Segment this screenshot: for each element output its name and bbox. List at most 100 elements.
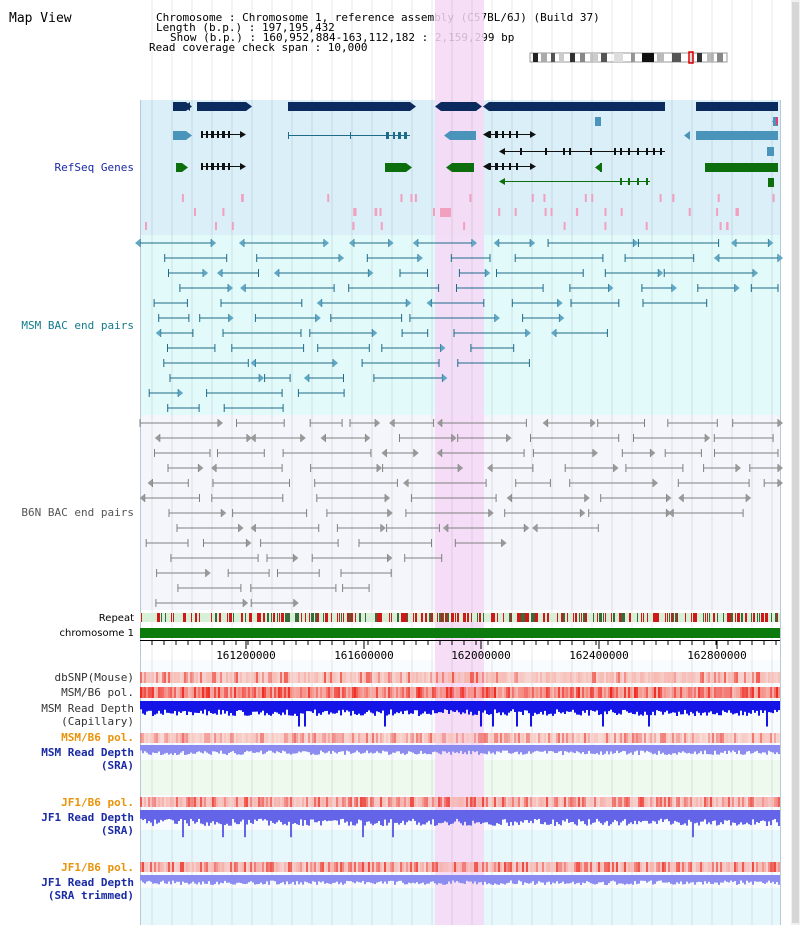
depth-bar [420, 701, 422, 715]
depth-bar [738, 810, 740, 825]
chromosome-ideogram[interactable] [529, 51, 728, 64]
gene-model-exon [398, 132, 401, 139]
heatmap-cell [512, 733, 514, 743]
heatmap-cell [308, 862, 310, 872]
heatmap-cell [576, 797, 578, 807]
depth-bar [312, 810, 314, 820]
heatmap-cell [224, 687, 226, 698]
depth-bar [182, 810, 184, 838]
depth-bar [400, 745, 402, 754]
heatmap-cell [606, 733, 608, 743]
depth-bar [222, 875, 224, 884]
heatmap-cell [296, 672, 298, 683]
highlight-region[interactable] [435, 0, 484, 925]
heatmap-cell [752, 862, 754, 872]
heatmap-cell [628, 733, 630, 743]
heatmap-cell [610, 797, 612, 807]
depth-bar [194, 745, 196, 754]
vertical-scrollbar[interactable] [791, 0, 800, 925]
msm-bac-pair-arrow [417, 254, 423, 262]
heatmap-cell [722, 862, 724, 872]
heatmap-cell [206, 797, 208, 807]
heatmap-cell [390, 862, 392, 872]
heatmap-cell [580, 733, 582, 743]
depth-bar [348, 745, 350, 752]
heatmap-cell [204, 672, 206, 683]
heatmap-cell [770, 733, 772, 743]
heatmap-cell [344, 687, 346, 698]
heatmap-cell [420, 862, 422, 872]
track-label-msm-b6-pol: MSM/B6 pol. [61, 686, 134, 699]
depth-bar [312, 745, 314, 754]
heatmap-cell [386, 687, 388, 698]
depth-bar [644, 745, 646, 753]
msm-bac-pair-arrow [734, 284, 740, 292]
depth-bar [290, 745, 292, 755]
heatmap-cell [368, 672, 370, 683]
depth-bar [616, 701, 618, 715]
heatmap-cell [230, 733, 232, 743]
heatmap-cell [668, 797, 670, 807]
msm-bac-pair-arrow [333, 359, 339, 367]
heatmap-cell [544, 797, 546, 807]
msm-bac-pairs-track[interactable] [135, 239, 783, 412]
heatmap-cell [604, 733, 606, 743]
heatmap-cell [258, 672, 260, 683]
depth-bar [760, 701, 762, 711]
depth-bar [488, 745, 490, 752]
heatmap-cell [458, 733, 460, 743]
heatmap-cell [592, 687, 594, 698]
track-label-refseq[interactable]: RefSeq Genes [55, 161, 134, 174]
heatmap-cell [754, 797, 756, 807]
heatmap-cell [522, 687, 524, 698]
depth-bar [614, 810, 616, 820]
gene-model-exon [620, 178, 622, 185]
heatmap-cell [300, 687, 302, 698]
heatmap-cell [748, 797, 750, 807]
heatmap-cell [356, 797, 358, 807]
heatmap-cell [498, 797, 500, 807]
heatmap-cell [186, 687, 188, 698]
depth-bar [546, 745, 548, 754]
heatmap-cell [334, 733, 336, 743]
depth-bar [724, 810, 726, 821]
heatmap-cell [476, 687, 478, 698]
heatmap-cell [704, 687, 706, 698]
heatmap-cell [490, 862, 492, 872]
heatmap-cell [352, 862, 354, 872]
heatmap-cell [290, 733, 292, 743]
heatmap-cell [746, 862, 748, 872]
depth-bar [242, 810, 244, 820]
b6n-bac-pair-arrow [218, 419, 223, 427]
heatmap-cell [288, 797, 290, 807]
heatmap-cell [610, 862, 612, 872]
depth-bar [676, 875, 678, 883]
depth-bar [222, 745, 224, 754]
heatmap-cell [294, 672, 296, 683]
depth-bar [580, 875, 582, 885]
depth-bar [696, 810, 698, 823]
heatmap-cell [460, 672, 462, 683]
heatmap-cell [210, 862, 212, 872]
refseq-genes-track[interactable] [145, 102, 778, 230]
depth-bar [312, 875, 314, 882]
heatmap-cell [248, 733, 250, 743]
track-label-b6n-bac[interactable]: B6N BAC end pairs [21, 506, 134, 519]
gene-model-exon [637, 178, 639, 185]
depth-bar [592, 701, 594, 711]
depth-bar [584, 701, 586, 713]
heatmap-cell [772, 687, 774, 698]
depth-bar [634, 745, 636, 752]
heatmap-cell [178, 672, 180, 683]
depth-bar [758, 701, 760, 716]
heatmap-cell [742, 687, 744, 698]
ideogram-band [570, 53, 575, 62]
depth-bar [274, 745, 276, 754]
b6n-bac-pairs-track[interactable] [139, 419, 783, 607]
heatmap-cell [166, 672, 168, 683]
track-label-msm-bac[interactable]: MSM BAC end pairs [21, 319, 134, 332]
gene-model-exon [590, 148, 592, 155]
depth-bar [678, 810, 680, 823]
heatmap-cell [748, 672, 750, 683]
heatmap-cell [520, 862, 522, 872]
